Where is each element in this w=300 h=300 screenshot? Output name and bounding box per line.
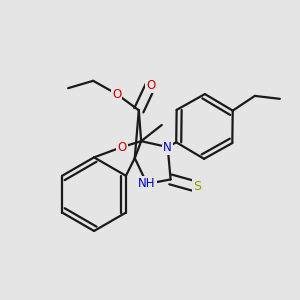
Text: O: O bbox=[117, 141, 127, 154]
Text: NH: NH bbox=[138, 177, 156, 190]
Text: S: S bbox=[193, 180, 201, 193]
Text: O: O bbox=[112, 88, 122, 100]
Text: O: O bbox=[146, 79, 155, 92]
Text: N: N bbox=[163, 141, 172, 154]
